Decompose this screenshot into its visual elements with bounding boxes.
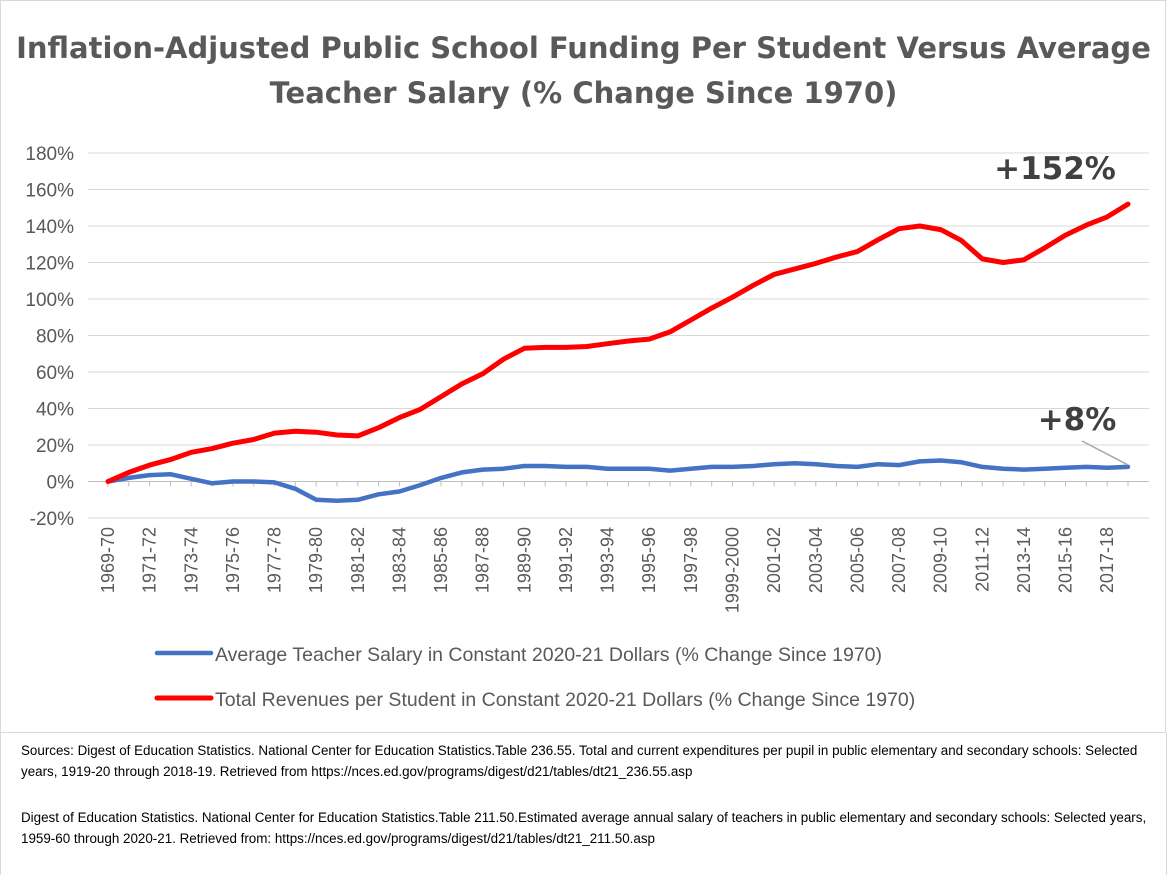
x-tick-label: 1987-88 — [473, 527, 493, 593]
x-tick-label: 1989-90 — [514, 527, 534, 593]
x-tick-label: 1971-72 — [140, 527, 160, 593]
line-chart: -20% 0% 20% 40% 60% 80% 100% 120% 140% 160% 180% 1… — [25, 144, 1149, 711]
x-tick-label: 2013-14 — [1014, 527, 1034, 593]
x-tick-label: 1975-76 — [223, 527, 243, 593]
x-tick-label: 1969-70 — [98, 527, 118, 593]
legend-label: Average Teacher Salary in Constant 2020-… — [215, 644, 882, 666]
y-tick-label: 0% — [47, 473, 75, 494]
x-tick-label: 1983-84 — [389, 527, 409, 593]
teacher-salary-line — [105, 458, 1131, 503]
y-tick-label: 160% — [25, 181, 74, 202]
x-tick-label: 2007-08 — [889, 527, 909, 593]
series-lines — [105, 201, 1131, 503]
x-tick-label: 1995-96 — [639, 527, 659, 593]
x-tick-label: 2011-12 — [972, 527, 992, 592]
source-citation-2: Digest of Education Statistics. National… — [21, 810, 1147, 846]
y-tick-label: 40% — [36, 400, 74, 421]
x-tick-label: 1977-78 — [265, 527, 285, 593]
source-citation-1: Sources: Digest of Education Statistics.… — [21, 743, 1138, 779]
annotation-revenues-change: +152% — [994, 151, 1116, 187]
legend-label: Total Revenues per Student in Constant 2… — [215, 689, 915, 711]
x-tick-label: 1991-92 — [556, 527, 576, 593]
chart-frame — [0, 0, 1166, 733]
chart-title-text: Inflation-Adjusted Public School Funding… — [16, 31, 1151, 110]
x-tick-label: 1981-82 — [348, 527, 368, 593]
x-tick-label: 2015-16 — [1056, 527, 1076, 593]
annotation-leader-line — [1081, 440, 1129, 466]
x-tick-label: 2001-02 — [764, 527, 784, 593]
sources-box: Sources: Digest of Education Statistics.… — [0, 733, 1167, 875]
x-tick-label: 2009-10 — [931, 527, 951, 593]
y-tick-label: 120% — [25, 254, 74, 275]
annotations: +152% +8% — [994, 151, 1129, 466]
y-tick-label: 80% — [36, 327, 74, 348]
x-tick-label: 2003-04 — [806, 527, 826, 593]
y-tick-label: -20% — [30, 509, 74, 530]
revenues-per-student-line — [105, 201, 1131, 484]
y-axis-tick-labels: -20% 0% 20% 40% 60% 80% 100% 120% 140% 160% 180% — [25, 144, 74, 530]
x-tick-label: 1985-86 — [431, 527, 451, 593]
y-tick-label: 60% — [36, 363, 74, 384]
x-tick-label: 1973-74 — [181, 527, 201, 593]
x-axis-tick-labels: 1969-70 1971-72 1973-74 1975-76 1977-78 1979-… — [98, 527, 1117, 613]
y-tick-label: 180% — [25, 144, 74, 165]
legend: Average Teacher Salary in Constant 2020-… — [154, 644, 915, 711]
x-tick-label: 2005-06 — [847, 527, 867, 593]
x-tick-label: 1999-2000 — [722, 527, 742, 613]
y-tick-label: 20% — [36, 436, 74, 457]
chart-title: Inflation-Adjusted Public School Funding… — [0, 26, 1167, 116]
x-tick-label: 1979-80 — [306, 527, 326, 593]
annotation-salary-change: +8% — [1038, 402, 1117, 438]
x-tick-label: 2017-18 — [1097, 527, 1117, 593]
x-tick-label: 1993-94 — [598, 527, 618, 593]
y-tick-label: 140% — [25, 217, 74, 238]
x-tick-label: 1997-98 — [681, 527, 701, 593]
y-tick-label: 100% — [25, 290, 74, 311]
grid-lines — [88, 152, 1149, 519]
